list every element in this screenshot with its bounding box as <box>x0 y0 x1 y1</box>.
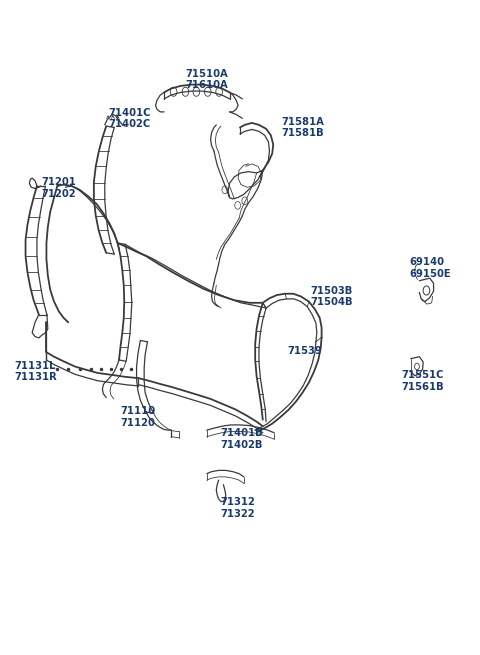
Text: 71131L
71131R: 71131L 71131R <box>14 361 58 383</box>
Text: 69140
69150E: 69140 69150E <box>410 257 452 278</box>
Text: 71539: 71539 <box>288 346 322 356</box>
Text: 71581A
71581B: 71581A 71581B <box>282 117 324 138</box>
Text: 71312
71322: 71312 71322 <box>220 497 255 519</box>
Text: 71401B
71402B: 71401B 71402B <box>220 428 263 450</box>
Text: 71401C
71402C: 71401C 71402C <box>108 107 151 129</box>
Text: 71551C
71561B: 71551C 71561B <box>401 370 444 392</box>
Text: 71201
71202: 71201 71202 <box>42 177 76 198</box>
Text: 71510A
71610A: 71510A 71610A <box>185 69 228 90</box>
Text: 71503B
71504B: 71503B 71504B <box>310 286 353 307</box>
Text: 71110
71120: 71110 71120 <box>120 406 156 428</box>
